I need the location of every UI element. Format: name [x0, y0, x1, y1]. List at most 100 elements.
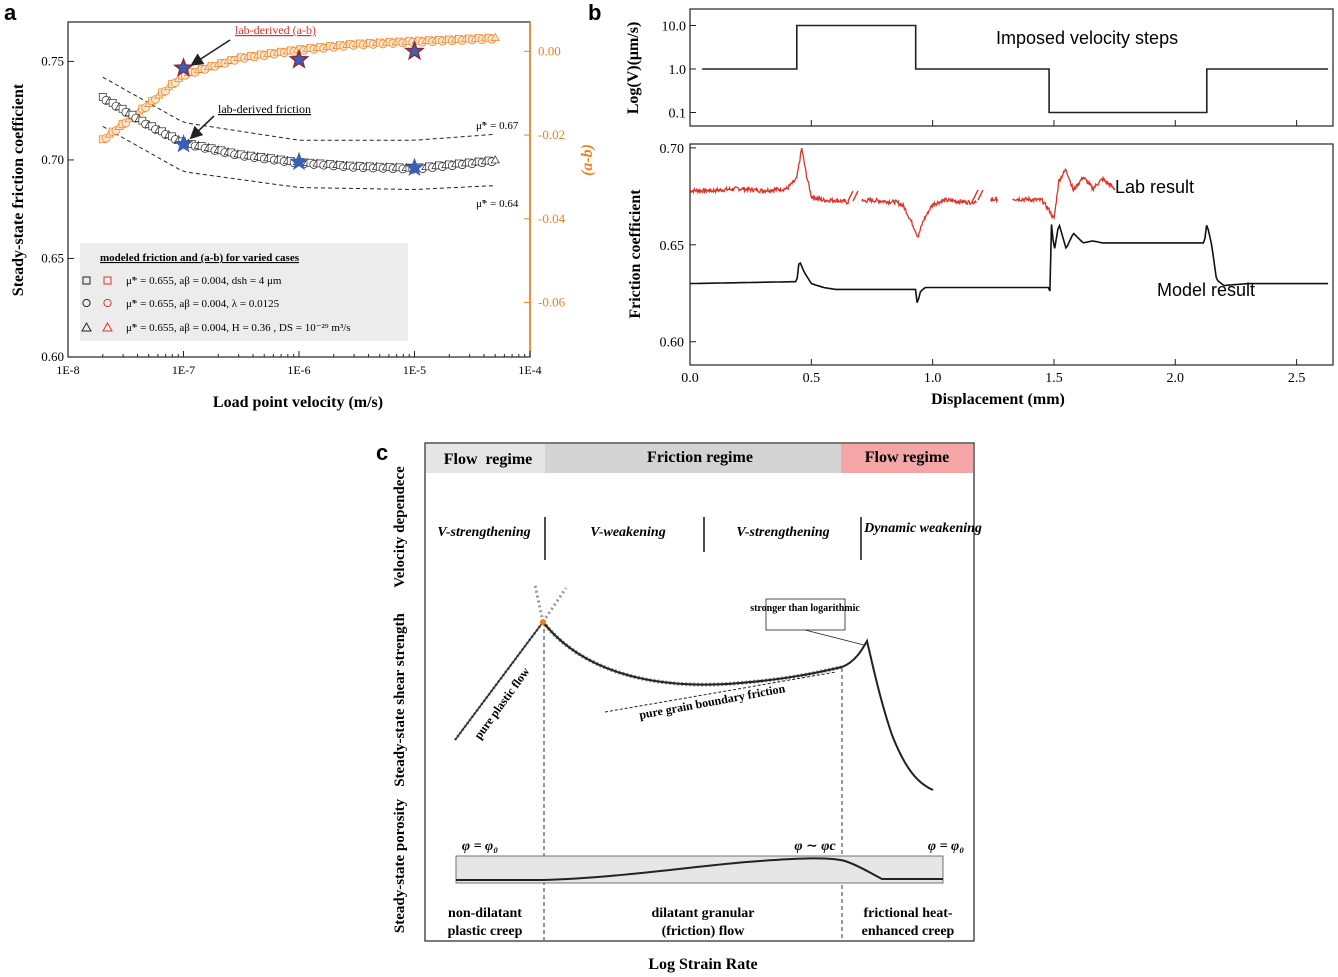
x-tick-label-a: 1E-6: [287, 363, 310, 377]
regime-friction: [545, 444, 841, 473]
transition-point: [540, 619, 546, 625]
panel-letter-b: b: [588, 0, 601, 25]
peak-note-leader: [804, 629, 865, 646]
legend-circle-black: [82, 298, 91, 308]
x-tick-label-b: 0.0: [681, 371, 699, 386]
y-ticks-b-bottom: 0.70 0.65 0.60: [660, 142, 696, 351]
lab-ab-star: [288, 48, 310, 69]
regime-flow-left: [426, 444, 545, 473]
x-tick-label-b: 1.5: [1045, 371, 1063, 386]
regime-flow-right: [841, 444, 973, 473]
bottom-label-1a: non-dilatant: [448, 906, 522, 921]
lab-friction-star: [404, 157, 425, 177]
arrow-lab-friction: [189, 115, 215, 140]
legend-circle-red: [103, 298, 112, 308]
y-tick-label-left-a: 0.75: [41, 53, 64, 68]
bottom-label-2b: (friction) flow: [662, 924, 746, 939]
bottom-label-1b: plastic creep: [448, 924, 523, 939]
x-tick-label-b: 0.5: [803, 371, 821, 386]
lab-stars-a: [172, 40, 426, 177]
row-label-strength: Steady-state shear strength: [392, 613, 408, 787]
axis-break-marks: [847, 189, 984, 202]
panel-letter-a: a: [4, 0, 17, 25]
arrow-lab-ab: [190, 39, 231, 66]
vdep-4: Dynamic weakening: [863, 521, 982, 536]
x-tick-label-a: 1E-7: [172, 363, 195, 377]
porosity-curve: [456, 857, 943, 881]
legend-square-red: [103, 276, 112, 285]
upper-bound-label: μ̃* = 0.67: [476, 120, 519, 132]
y-tick-label-b-bottom: 0.70: [660, 142, 685, 157]
x-tick-label-b: 2.0: [1167, 371, 1185, 386]
annot-lab-ab: lab-derived (a-b): [235, 23, 316, 37]
friction-series-b: [689, 147, 1329, 303]
y-tick-label-b-bottom: 0.60: [660, 336, 685, 351]
vdep-2: V-weakening: [590, 525, 665, 540]
y-tick-label-left-a: 0.65: [41, 250, 64, 265]
porosity-label-1: φ = φ₀: [462, 839, 498, 854]
y-tick-label-right-a: -0.06: [538, 295, 566, 310]
pure-gb-line: [604, 671, 837, 713]
velocity-steps-title: Imposed velocity steps: [996, 28, 1178, 48]
y-tick-label-right-a: -0.02: [538, 127, 565, 142]
bottom-label-3a: frictional heat-: [863, 906, 952, 921]
series-label-model: Model result: [1157, 280, 1255, 300]
legend-box-a: [80, 243, 408, 341]
porosity-label-3: φ = φ₀: [928, 839, 964, 854]
vdep-3: V-strengthening: [736, 525, 829, 540]
legend-triangle-red: [102, 321, 113, 332]
ab-point-triangle: [490, 32, 500, 41]
y-tick-label-b-top: 0.1: [669, 107, 687, 122]
lower-bound-curve: [102, 125, 496, 190]
extension-up-left: [533, 584, 545, 623]
legend-row-3: μ̃* = 0.655, aβ = 0.004, H = 0.36 , DS =…: [126, 322, 351, 334]
lower-bound-label: μ̃* = 0.64: [476, 198, 519, 210]
x-axis-label-a: Load point velocity (m/s): [213, 394, 383, 411]
lab-friction-star: [289, 151, 309, 171]
y-tick-label-b-bottom: 0.65: [660, 239, 685, 254]
x-ticks-b: 0.0 0.5 1.0 1.5 2.0 2.5: [681, 120, 1305, 386]
panel-letter-c: c: [376, 440, 388, 465]
panel-a: a 1E-8 1E-7 1E-6 1E-5 1E-4 0.600.650.700.75 …: [4, 0, 596, 411]
pure-plastic-line: [454, 621, 544, 741]
lab-ab-star: [403, 40, 426, 61]
bottom-label-2a: dilatant granular: [651, 906, 754, 921]
vdep-1: V-strengthening: [437, 525, 530, 540]
legend-title-a: modeled friction and (a-b) for varied ca…: [100, 252, 300, 264]
y-axis-label-b-top: Log(V)(μm/s): [625, 22, 642, 115]
x-axis-label-c: Log Strain Rate: [648, 956, 757, 973]
y-axis-label-left-a: Steady-state friction coefficient: [10, 83, 27, 296]
y-tick-label-right-a: -0.04: [538, 211, 566, 226]
x-axis-label-b: Displacement (mm): [931, 391, 1065, 408]
bound-curves-a: [102, 76, 496, 190]
porosity-band: [455, 855, 944, 884]
y-axis-label-right-a: (a-b): [579, 144, 596, 176]
y-axis-label-b-bottom: Friction coefficient: [627, 189, 644, 319]
x-tick-label-a: 1E-8: [56, 363, 79, 377]
y-tick-label-left-a: 0.60: [41, 349, 64, 364]
extension-up-right: [541, 587, 568, 623]
x-tick-label-a: 1E-4: [518, 363, 541, 377]
plot-frame-b-top: [689, 8, 1334, 127]
legend-row-2: μ̃* = 0.655, aβ = 0.004, λ = 0.0125: [126, 298, 280, 310]
y-tick-label-left-a: 0.70: [41, 152, 64, 167]
y-tick-label-b-top: 1.0: [669, 63, 687, 78]
legend-a: modeled friction and (a-b) for varied ca…: [80, 243, 408, 341]
x-ticks-a: 1E-8 1E-7 1E-6 1E-5 1E-4: [56, 351, 542, 377]
lab-ab-star: [172, 57, 195, 77]
legend-triangle-black: [81, 321, 92, 332]
model-result-line: [689, 223, 1329, 303]
bottom-label-3b: enhanced creep: [862, 924, 955, 939]
shear-strength-curve: [542, 621, 934, 791]
y-ticks-b-top: 10.0 1.0 0.1: [662, 20, 696, 122]
x-tick-label-b: 1.0: [924, 371, 942, 386]
friction-point-triangle: [490, 155, 500, 164]
velocity-steps-line: [702, 24, 1329, 114]
peak-note: stronger than logarithmic: [750, 603, 860, 614]
y-ticks-left-a: 0.60 0.65 0.70 0.75: [41, 53, 74, 364]
regime-label-flow-left: Flow regime: [444, 451, 533, 468]
lab-friction-star: [173, 134, 194, 153]
legend-row-1: μ̃* = 0.655, aβ = 0.004, dsh = 4 μm: [126, 275, 282, 287]
annot-lab-friction: lab-derived friction: [218, 102, 311, 116]
